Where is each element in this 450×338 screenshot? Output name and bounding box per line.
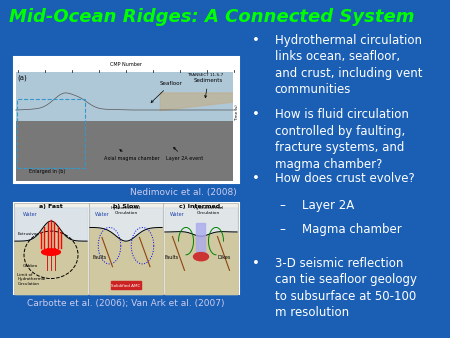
Bar [14, 57, 238, 183]
Text: CMP Number: CMP Number [110, 62, 142, 67]
Text: Faults: Faults [92, 256, 107, 260]
Bar [16, 60, 236, 72]
Text: How is fluid circulation
controlled by faulting,
fracture systems, and
magma cha: How is fluid circulation controlled by f… [274, 108, 409, 171]
Text: c) Intermed.: c) Intermed. [179, 204, 223, 209]
Text: (a): (a) [17, 75, 27, 81]
Text: Mid-Ocean Ridges: A Connected System: Mid-Ocean Ridges: A Connected System [9, 8, 414, 26]
Text: Hydrothermal
Circulation: Hydrothermal Circulation [111, 206, 141, 215]
Text: Hydrothermal circulation
links ocean, seafloor,
and crust, including vent
commun: Hydrothermal circulation links ocean, se… [274, 34, 422, 96]
Text: b) Slow: b) Slow [113, 204, 139, 209]
Bar [14, 203, 89, 294]
Bar [17, 99, 85, 168]
Bar [16, 121, 236, 181]
Ellipse shape [194, 252, 208, 261]
Bar [111, 281, 141, 289]
Text: TRANSECT 11-S-7: TRANSECT 11-S-7 [187, 73, 223, 77]
Text: •: • [252, 108, 260, 121]
Bar [16, 64, 236, 132]
Text: Sediments: Sediments [194, 78, 223, 98]
Text: Axial magma chamber: Axial magma chamber [104, 150, 159, 161]
Text: •: • [252, 172, 260, 185]
Text: •: • [252, 34, 260, 47]
Text: Dikes: Dikes [217, 256, 231, 260]
Text: Water: Water [22, 213, 37, 217]
Text: –: – [279, 199, 285, 212]
Text: Time (s): Time (s) [235, 104, 238, 121]
Bar [14, 203, 238, 294]
Text: Gabbro: Gabbro [22, 264, 38, 268]
Text: Water: Water [170, 213, 184, 217]
Text: •: • [252, 257, 260, 270]
Text: a) Fast: a) Fast [39, 204, 63, 209]
Text: Enlarged in (b): Enlarged in (b) [29, 169, 65, 173]
Text: Faults: Faults [165, 256, 179, 260]
Bar [163, 203, 238, 294]
Text: Water: Water [94, 213, 109, 217]
Bar [89, 203, 163, 294]
Text: Magma chamber: Magma chamber [302, 223, 401, 236]
Text: –: – [279, 223, 285, 236]
Ellipse shape [41, 249, 60, 255]
Text: Nedimovic et al. (2008): Nedimovic et al. (2008) [130, 188, 236, 197]
Bar [197, 223, 206, 252]
Text: Layer 2A event: Layer 2A event [166, 147, 204, 161]
Bar [233, 59, 238, 181]
Text: How does crust evolve?: How does crust evolve? [274, 172, 414, 185]
Text: Extrusives: Extrusives [17, 232, 39, 236]
Text: Limit of
Hydrothermal
Circulation: Limit of Hydrothermal Circulation [17, 273, 45, 286]
Text: Layer 2A: Layer 2A [302, 199, 354, 212]
Text: Seafloor: Seafloor [151, 81, 183, 102]
Text: Carbotte et al. (2006); Van Ark et al. (2007): Carbotte et al. (2006); Van Ark et al. (… [27, 299, 225, 308]
Text: Solidified AMC: Solidified AMC [111, 284, 141, 288]
Text: Hydrothermal
Circulation: Hydrothermal Circulation [194, 206, 224, 215]
Text: 3-D seismic reflection
can tie seafloor geology
to subsurface at 50-100
m resolu: 3-D seismic reflection can tie seafloor … [274, 257, 417, 319]
